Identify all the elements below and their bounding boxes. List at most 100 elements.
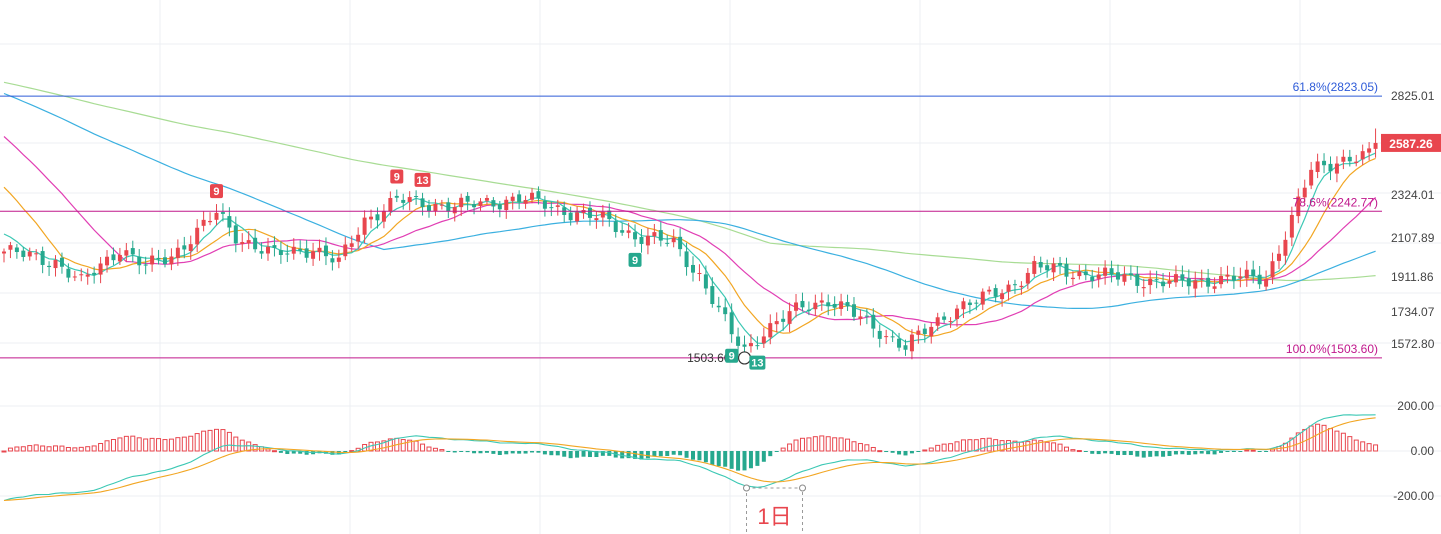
macd-histogram-bar: [1238, 451, 1243, 452]
candle-body: [1309, 169, 1314, 186]
candle-body: [510, 196, 515, 201]
macd-histogram-bar: [665, 451, 670, 457]
macd-histogram-bar: [484, 451, 489, 453]
macd-histogram-bar: [459, 451, 464, 452]
last-price-badge: [1381, 133, 1441, 152]
candle-body: [233, 225, 238, 244]
macd-histogram-bar: [607, 451, 612, 456]
candle-body: [1025, 272, 1030, 284]
candle-body: [1360, 151, 1365, 160]
td-sequential-label: 9: [632, 255, 638, 267]
candle-body: [1199, 278, 1204, 280]
candle-body: [491, 200, 496, 207]
candle-body: [356, 234, 361, 242]
td-sequential-label: 13: [751, 358, 763, 370]
candle-body: [169, 256, 174, 265]
macd-histogram-bar: [1193, 451, 1198, 455]
candle-body: [162, 257, 167, 265]
candle-body: [285, 253, 290, 255]
candle-body: [987, 289, 992, 292]
candle-body: [980, 291, 985, 305]
fibonacci-levels: 61.8%(2823.05) 78.6%(2242.77) 100.0%(1503.…: [0, 80, 1382, 365]
candle-body: [452, 206, 457, 214]
candle-body: [1193, 280, 1198, 289]
candle-body: [304, 248, 309, 258]
macd-histogram-bar: [33, 444, 39, 452]
low-point-label: 1503.60: [687, 351, 731, 365]
macd-histogram-bar: [1128, 451, 1133, 456]
macd-histogram-bar: [1, 450, 7, 453]
candle-body: [1038, 261, 1043, 268]
td-sequential-badge: [414, 172, 431, 187]
macd-histogram-bar: [1096, 451, 1101, 455]
macd-histogram-bar: [542, 451, 547, 455]
candle-body: [845, 302, 850, 307]
td-sequential-badge: [725, 348, 739, 363]
macd-histogram-bar: [697, 451, 702, 461]
candle-body: [201, 219, 206, 226]
price-axis-tick: 2825.01: [1391, 89, 1435, 103]
candle-body: [1276, 253, 1281, 261]
macd-histogram-bar: [530, 451, 535, 453]
macd-histogram-bar: [207, 429, 213, 452]
macd-histogram-bar: [1076, 450, 1082, 453]
candle-body: [227, 216, 232, 228]
candle-body: [748, 343, 753, 347]
macd-histogram-bar: [381, 440, 387, 452]
macd-histogram-bar: [780, 447, 786, 452]
macd-histogram-bar: [1360, 441, 1366, 452]
macd-histogram-bar: [793, 439, 799, 452]
macd-histogram-bar: [91, 445, 97, 452]
candle-body: [1135, 274, 1140, 286]
macd-histogram-bar: [761, 451, 766, 462]
macd-histogram-bar: [890, 451, 895, 453]
macd-histogram-bar: [1340, 432, 1346, 452]
candle-body: [1219, 275, 1224, 285]
candle-body: [716, 305, 721, 308]
macd-axis-tick: -200.00: [1393, 489, 1434, 503]
macd-axis-tick: 200.00: [1397, 399, 1434, 413]
candle-body: [613, 221, 618, 233]
macd-histogram-bar: [233, 436, 239, 452]
candle-body: [21, 250, 26, 257]
macd-histogram-bar: [986, 437, 992, 452]
macd-histogram-bar: [864, 444, 870, 452]
candle-body: [806, 309, 811, 311]
candle-body: [665, 242, 670, 244]
macd-histogram-bar: [246, 441, 252, 452]
candle-body: [175, 247, 180, 259]
macd-histogram-bar: [948, 443, 954, 452]
candle-body: [697, 272, 702, 274]
candle-body: [465, 195, 470, 202]
macd-histogram-bar: [446, 451, 451, 452]
macd-histogram-bar: [1173, 451, 1178, 455]
candles: [2, 128, 1378, 360]
macd-histogram-bar: [909, 451, 914, 454]
period-label: 1日: [757, 504, 791, 529]
candle-body: [787, 311, 792, 324]
candle-body: [1058, 262, 1063, 266]
macd-histogram-bar: [291, 451, 296, 454]
candle-body: [568, 212, 573, 221]
fib-level-label: 61.8%(2823.05): [1293, 80, 1378, 94]
macd-histogram-bar: [1295, 432, 1301, 452]
td-sequential-label: 9: [729, 351, 735, 363]
candle-body: [961, 301, 966, 310]
price-axis-tick: 2107.89: [1391, 231, 1435, 245]
candle-body: [111, 254, 116, 261]
macd-histogram-bar: [594, 451, 599, 458]
macd-histogram-bar: [20, 446, 26, 452]
macd-histogram-bar: [1180, 451, 1185, 455]
candle-body: [1006, 284, 1011, 292]
candle-body: [1154, 279, 1159, 281]
macd-histogram-bar: [213, 428, 219, 452]
macd-dif-line: [3, 414, 1376, 502]
candle-body: [813, 302, 818, 310]
macd-histogram-bar: [684, 451, 689, 458]
macd-histogram-bar: [755, 451, 760, 466]
macd-histogram-bar: [1012, 440, 1018, 452]
candle-body: [929, 326, 934, 337]
candle-body: [459, 197, 464, 208]
macd-histogram-bar: [691, 451, 695, 460]
